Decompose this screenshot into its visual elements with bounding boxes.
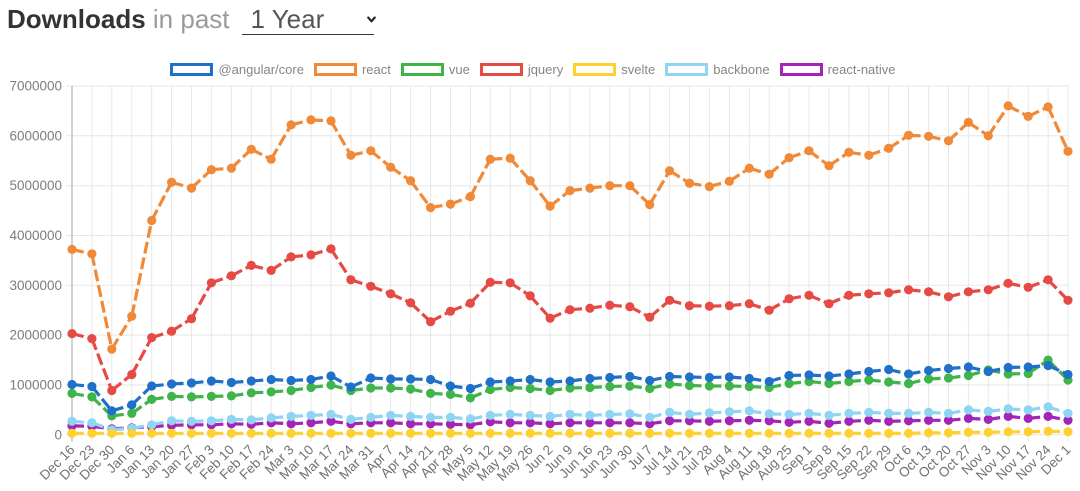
svg-text:5000000: 5000000 bbox=[9, 178, 62, 193]
svg-text:2000000: 2000000 bbox=[9, 328, 62, 343]
svg-text:1000000: 1000000 bbox=[9, 378, 62, 393]
svg-text:7000000: 7000000 bbox=[9, 79, 62, 94]
svg-text:3000000: 3000000 bbox=[9, 278, 62, 293]
svg-text:0: 0 bbox=[54, 427, 62, 442]
svg-text:6000000: 6000000 bbox=[9, 128, 62, 143]
svg-text:4000000: 4000000 bbox=[9, 228, 62, 243]
